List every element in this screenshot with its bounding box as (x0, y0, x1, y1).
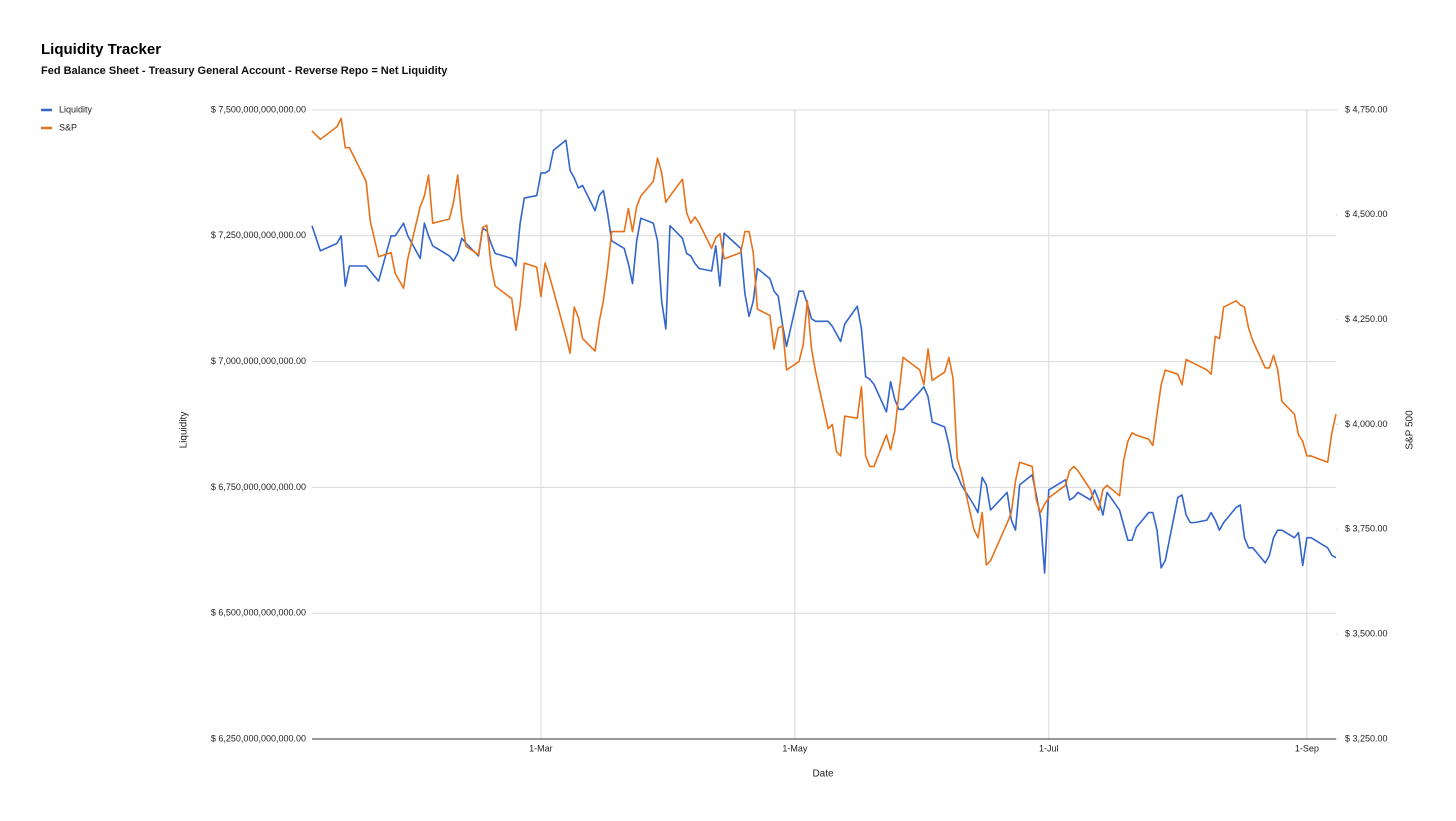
y2-tick-label: $ 3,750.00 (1345, 524, 1388, 534)
y2-axis-title: S&P 500 (1405, 410, 1416, 450)
legend-label: Liquidity (59, 104, 93, 114)
x-axis-title: Date (812, 769, 834, 780)
y2-tick-label: $ 4,750.00 (1345, 104, 1388, 114)
x-tick-label: 1-Mar (529, 743, 553, 753)
x-tick-label: 1-Sep (1295, 743, 1319, 753)
series-line (311, 139, 1337, 574)
x-tick-label: 1-Jul (1039, 743, 1059, 753)
y-tick-label: $ 6,250,000,000,000.00 (211, 733, 306, 743)
y2-tick-label: $ 4,000.00 (1345, 419, 1388, 429)
y-tick-label: $ 7,500,000,000,000.00 (211, 104, 306, 114)
y-tick-label: $ 6,750,000,000,000.00 (211, 482, 306, 492)
y-tick-label: $ 7,000,000,000,000.00 (211, 356, 306, 366)
chart-title: Liquidity Tracker (41, 41, 161, 58)
series-line (311, 117, 1337, 566)
y-axis-title: Liquidity (179, 412, 190, 449)
y2-tick-label: $ 3,250.00 (1345, 733, 1388, 743)
chart-subtitle: Fed Balance Sheet - Treasury General Acc… (41, 65, 448, 77)
y2-tick-label: $ 4,500.00 (1345, 209, 1388, 219)
y-tick-label: $ 7,250,000,000,000.00 (211, 230, 306, 240)
x-tick-label: 1-May (782, 743, 808, 753)
y-tick-label: $ 6,500,000,000,000.00 (211, 608, 306, 618)
y2-tick-label: $ 4,250.00 (1345, 314, 1388, 324)
y2-tick-label: $ 3,500.00 (1345, 629, 1388, 639)
legend-label: S&P (59, 122, 77, 132)
